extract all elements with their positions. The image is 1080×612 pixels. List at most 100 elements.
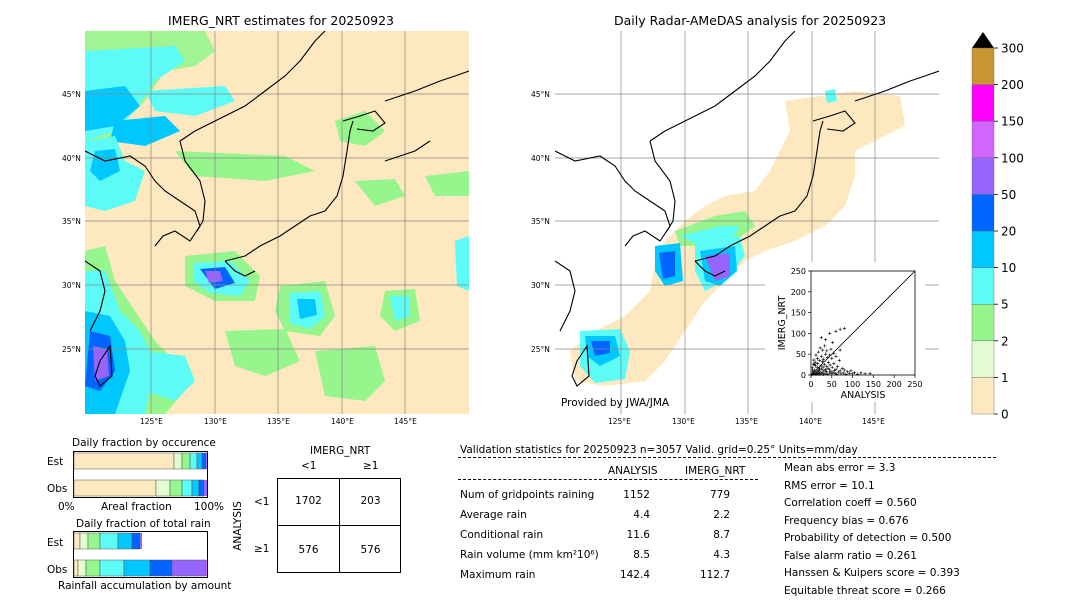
scatter-point	[839, 372, 843, 376]
scatter-point	[830, 356, 834, 360]
validation-row-analysis: 142.4	[619, 569, 650, 581]
contingency-table: 1702 203 576 576	[277, 478, 401, 573]
scatter-point	[859, 371, 863, 375]
scatter-ytick-label: 100	[791, 329, 806, 338]
scatter-point	[821, 348, 825, 352]
colorbar-label: 0	[1001, 408, 1009, 421]
left-rain-patches	[85, 31, 469, 414]
scatter-xlabel: ANALYSIS	[841, 390, 886, 401]
right-lat-40: 40°N	[531, 154, 550, 163]
scatter-point	[829, 369, 833, 373]
right-lat-45: 45°N	[531, 90, 550, 99]
colorbar-extend-arrow	[972, 32, 994, 48]
left-lon-140: 140°E	[331, 417, 354, 426]
scatter-point	[826, 366, 830, 370]
contingency-cell-01: 203	[360, 495, 381, 507]
contingency-col-lt1: <1	[301, 460, 317, 472]
scatter-ylabel: IMERG_NRT	[777, 296, 788, 351]
right-lon-135: 135°E	[735, 417, 758, 426]
scatter-point	[823, 367, 828, 372]
validation-row-label: Num of gridpoints raining	[460, 489, 595, 501]
right-coastline	[555, 31, 939, 387]
scatter-point	[815, 356, 819, 360]
scatter-ytick-label: 250	[791, 267, 806, 276]
scatter-point	[819, 364, 823, 368]
validation-row-label: Conditional rain	[460, 529, 544, 541]
validation-row-imerg: 779	[709, 489, 730, 501]
colorbar-block	[971, 84, 995, 122]
validation-row-label: Rain volume (mm km²10⁶)	[460, 549, 599, 561]
accumulation-row-est: Est	[47, 537, 64, 549]
occurrence-obs-bar	[73, 479, 207, 497]
scatter-point	[825, 349, 829, 353]
scatter-point	[830, 365, 834, 370]
left-lat-35: 35°N	[62, 217, 81, 226]
validation-row-analysis: 4.4	[633, 509, 650, 521]
scatter-point	[831, 340, 835, 345]
scatter-point	[812, 358, 816, 362]
scatter-point	[826, 372, 830, 376]
scatter-point	[838, 348, 842, 352]
scatter-point	[838, 369, 842, 373]
scatter-point	[816, 350, 821, 354]
scatter-point	[819, 354, 823, 358]
left-lon-135: 135°E	[267, 417, 290, 426]
contingency-row-lt1: <1	[254, 496, 270, 508]
scatter-point	[816, 361, 820, 365]
scatter-point	[826, 355, 830, 360]
scatter-point	[840, 366, 844, 370]
scatter-point	[821, 365, 825, 369]
scatter-point	[849, 369, 853, 373]
occurrence-chart	[73, 451, 208, 498]
scatter-point	[828, 353, 832, 357]
scatter-point	[817, 370, 821, 375]
scatter-point	[822, 369, 826, 373]
scatter-point	[823, 363, 827, 367]
scatter-point	[826, 360, 831, 365]
scatter-point	[847, 371, 851, 375]
scatter-point	[813, 360, 817, 365]
colorbar-label: 300	[1001, 42, 1024, 56]
scatter-point	[811, 362, 816, 366]
scatter-yticks: 0 50 100 150 200 250	[791, 267, 811, 380]
scatter-point	[827, 371, 831, 375]
scatter-point	[868, 371, 872, 375]
scatter-point	[817, 358, 821, 363]
colorbar-label: 200	[1001, 78, 1024, 92]
scatter-point	[821, 370, 825, 375]
validation-header-rule	[458, 457, 996, 458]
colorbar-label: 1	[1001, 371, 1009, 385]
scatter-point	[823, 344, 827, 348]
accumulation-chart	[73, 531, 208, 578]
accumulation-title: Daily fraction of total rain	[76, 518, 211, 530]
colorbar-label: 10	[1001, 261, 1016, 275]
contingency-col-title: IMERG_NRT	[310, 445, 371, 457]
occurrence-xlabel-right: 100%	[194, 501, 225, 513]
right-map-title: Daily Radar-AMeDAS analysis for 20250923	[614, 13, 887, 28]
data-credit: Provided by JWA/JMA	[561, 397, 670, 409]
scatter-point	[821, 357, 826, 361]
right-lon-125: 125°E	[608, 417, 631, 426]
colorbar-block	[971, 340, 995, 378]
scatter-xtick-label: 200	[887, 380, 902, 389]
colorbar-label: 20	[1001, 225, 1016, 239]
right-lon-140: 140°E	[799, 417, 822, 426]
occurrence-row-obs: Obs	[47, 483, 68, 495]
validation-score-line: Probability of detection = 0.500	[784, 532, 952, 544]
scatter-point	[818, 367, 822, 371]
scatter-ytick-label: 150	[791, 309, 806, 318]
left-lon-125: 125°E	[140, 417, 163, 426]
validation-score-line: False alarm ratio = 0.261	[784, 549, 917, 562]
scatter-point	[820, 359, 824, 363]
scatter-point	[813, 364, 818, 368]
right-lon-130: 130°E	[672, 417, 695, 426]
occurrence-title: Daily fraction by occurence	[72, 437, 216, 449]
scatter-point	[853, 370, 857, 375]
right-lat-25: 25°N	[531, 345, 550, 354]
scatter-point	[828, 331, 832, 335]
validation-score-line: Hanssen & Kuipers score = 0.393	[784, 567, 960, 579]
scatter-point	[832, 351, 836, 355]
validation-col-rule	[458, 479, 758, 480]
scatter-point	[821, 372, 826, 377]
accumulation-xlabel: Rainfall accumulation by amount	[58, 580, 232, 592]
